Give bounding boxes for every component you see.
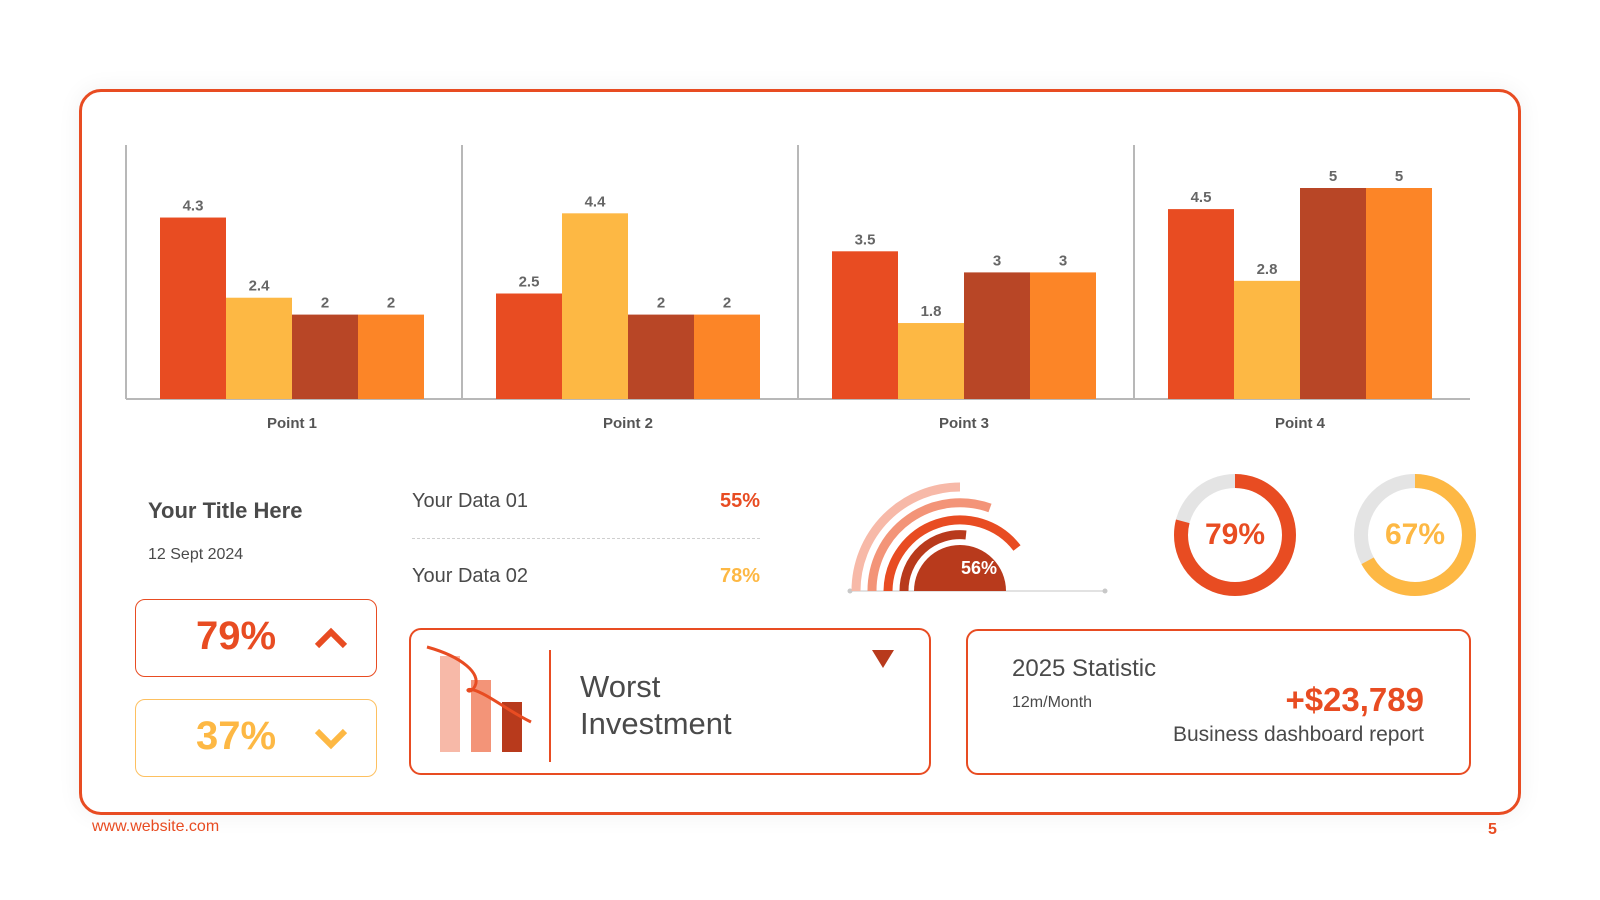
bar-data-label: 2: [387, 295, 395, 312]
kpi-down-card: 37%: [135, 699, 377, 777]
bar-data-label: 2.8: [1257, 261, 1278, 278]
bar-data-label: 5: [1329, 168, 1337, 185]
worst-investment-card: Worst Investment: [409, 628, 931, 775]
chevron-down-icon: [314, 728, 348, 750]
bar: [964, 272, 1030, 399]
bar-data-label: 2.4: [249, 278, 271, 295]
donut-chart-1: 79%: [1170, 470, 1300, 600]
dashed-divider: [412, 538, 760, 539]
kpi-down-value: 37%: [196, 714, 277, 758]
bar-data-label: 2: [723, 295, 731, 312]
summary-date: 12 Sept 2024: [148, 546, 244, 563]
bar-data-label: 2: [657, 295, 665, 312]
data-row-value: 78%: [719, 565, 760, 587]
statistic-subtitle: 12m/Month: [1012, 694, 1093, 711]
gauge-ring-2: [867, 498, 992, 592]
bar-data-label: 2.5: [519, 274, 540, 291]
donut-arc: [1174, 474, 1296, 596]
gauge-label: 56%: [960, 558, 998, 578]
bar: [292, 314, 358, 399]
bar-data-label: 3: [1059, 252, 1067, 269]
data-row-label: Your Data 02: [412, 565, 529, 587]
kpi-up-card: 79%: [135, 599, 377, 677]
bar: [1300, 188, 1366, 399]
bar: [832, 251, 898, 399]
gauge-center: [914, 545, 1006, 591]
kpi-up-value: 79%: [196, 614, 277, 658]
bar-data-label: 4.4: [585, 193, 607, 210]
donut-arc: [1354, 474, 1476, 596]
gauge-ring-3: [883, 515, 1021, 592]
bar: [1234, 280, 1300, 399]
investment-title-line2: Investment: [580, 706, 732, 741]
bar: [1366, 188, 1432, 399]
grouped-bar-chart: 4.3 2.4 2 2 Point 1 2.5 4.4 2 2 Point 2 3.5 1.8 3 3 Po…: [125, 145, 1470, 432]
category-label: Point 2: [603, 415, 653, 432]
caret-down-icon: [872, 650, 894, 668]
donut-ring: [1354, 474, 1476, 596]
page-number: 5: [1488, 821, 1497, 838]
bar-data-label: 5: [1395, 168, 1403, 185]
declining-bars-icon: [426, 645, 532, 752]
donut-ring: [1174, 474, 1296, 596]
data-row-value: 55%: [719, 490, 760, 512]
bar: [1168, 209, 1234, 399]
bar-data-label: 3: [993, 252, 1001, 269]
statistic-title: 2025 Statistic: [1012, 655, 1157, 682]
vertical-divider: [549, 650, 551, 762]
donut-label: 79%: [1204, 518, 1266, 551]
bar: [496, 293, 562, 399]
bar: [358, 314, 424, 399]
data-row-01: Your Data 01 55%: [412, 490, 760, 513]
website-link[interactable]: www.website.com: [92, 818, 220, 835]
gauge-baseline-dot: [1102, 588, 1108, 594]
radial-gauge: [847, 482, 1108, 594]
data-row-02: Your Data 02 78%: [412, 565, 760, 588]
statistic-card: 2025 Statistic 12m/Month +$23,789 Busine…: [966, 629, 1471, 775]
donut-label: 67%: [1384, 518, 1446, 551]
bar: [628, 314, 694, 399]
summary-title: Your Title Here: [148, 498, 303, 523]
statistic-amount: +$23,789: [1285, 681, 1424, 718]
bar: [1030, 272, 1096, 399]
bar-data-label: 3.5: [855, 231, 876, 248]
statistic-description: Business dashboard report: [1173, 723, 1424, 746]
donut-chart-2: 67%: [1350, 470, 1480, 600]
category-label: Point 1: [267, 415, 317, 432]
gauge-ring-4: [899, 530, 967, 592]
bar: [898, 323, 964, 399]
category-label: Point 3: [939, 415, 989, 432]
data-row-label: Your Data 01: [412, 490, 529, 512]
bar: [226, 297, 292, 399]
gauge-baseline-dot: [847, 588, 853, 594]
chevron-up-icon: [314, 627, 348, 649]
bar-data-label: 4.3: [183, 198, 204, 215]
bar: [562, 213, 628, 399]
summary-block: Your Title Here 12 Sept 2024: [148, 498, 302, 564]
bar: [694, 314, 760, 399]
gauge-ring-1: [851, 482, 961, 592]
bar-data-label: 1.8: [921, 303, 942, 320]
bar: [160, 217, 226, 399]
category-label: Point 4: [1275, 415, 1326, 432]
bar-data-label: 2: [321, 295, 329, 312]
investment-title: Worst Investment: [580, 668, 732, 742]
investment-title-line1: Worst: [580, 669, 661, 704]
bar-data-label: 4.5: [1191, 189, 1212, 206]
